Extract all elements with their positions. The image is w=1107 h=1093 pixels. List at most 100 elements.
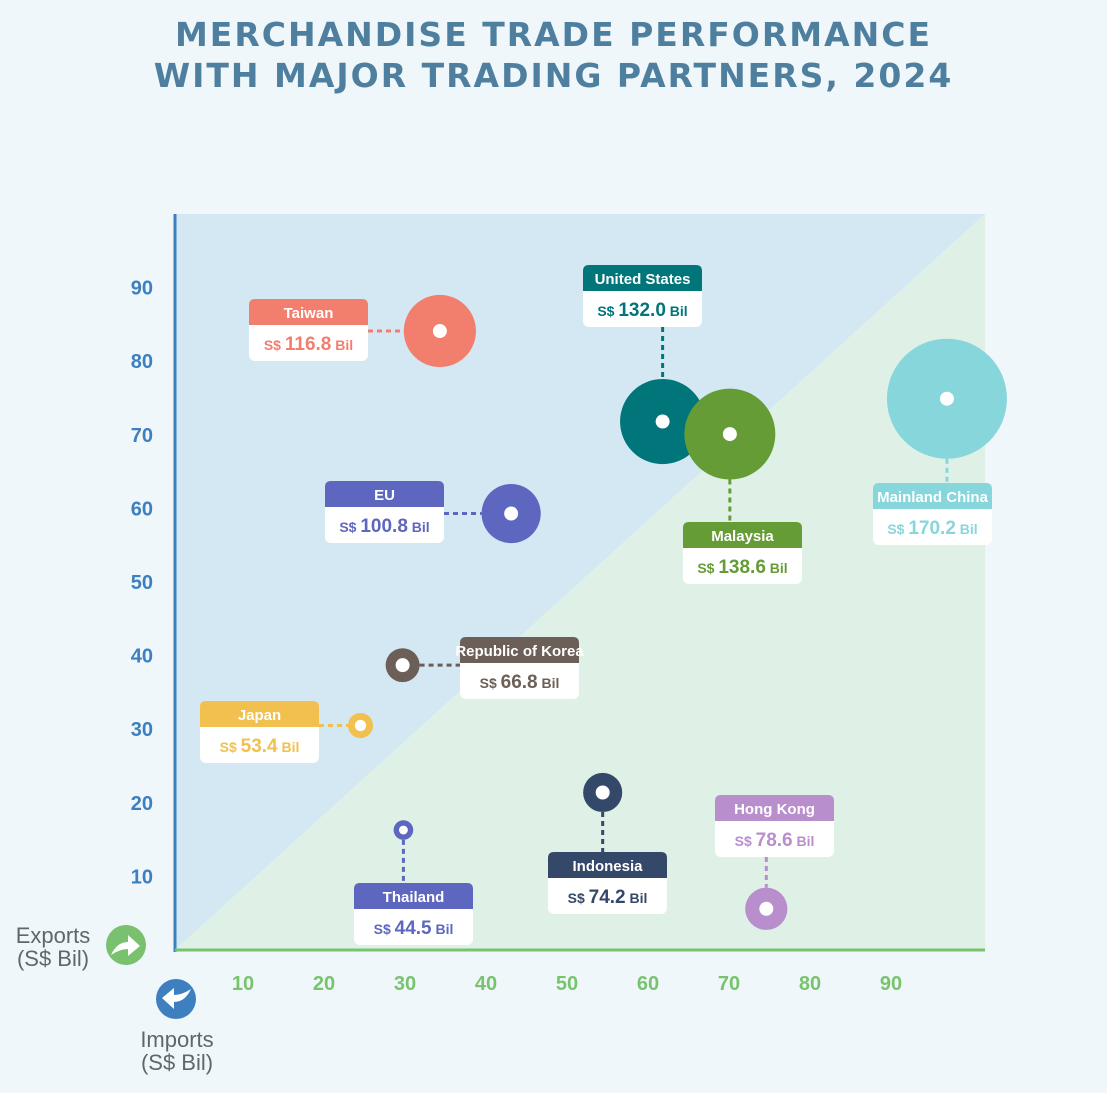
card-value-suffix: Bil [956,521,978,537]
card-value-prefix: S$ [264,337,285,353]
card-name: Malaysia [711,528,774,545]
card-indonesia: Indonesia S$ 74.2 Bil [548,852,667,914]
x-tick-label: 90 [880,973,902,995]
y-tick-label: 90 [131,278,153,300]
bubble-center-eu [504,506,519,521]
card-name: Hong Kong [734,801,815,818]
card-value-number: 170.2 [908,518,956,539]
card-value-prefix: S$ [887,521,908,537]
card-header [354,883,473,909]
card-value: S$ 78.6 Bil [735,830,815,851]
card-value-prefix: S$ [339,519,360,535]
card-header [548,852,667,878]
card-value-prefix: S$ [597,303,618,319]
y-axis-label-line1: Exports [15,923,91,948]
chart-title: MERCHANDISE TRADE PERFORMANCE WITH MAJOR… [0,14,1107,96]
bubble-center-republic-of-korea [395,658,410,673]
x-tick-label: 30 [394,973,416,995]
export-arrow-icon [106,925,146,965]
card-value: S$ 138.6 Bil [697,557,787,578]
card-header [460,637,579,663]
card-value-number: 66.8 [501,672,538,693]
bubble-center-indonesia [595,785,610,800]
card-header [715,795,834,821]
card-value-suffix: Bil [626,890,648,906]
card-header [873,483,992,509]
card-name: Mainland China [877,489,988,506]
bubbles [347,294,1007,930]
card-name: Republic of Korea [455,643,584,660]
card-header [200,701,319,727]
y-tick-label: 60 [131,498,153,520]
card-value: S$ 66.8 Bil [480,672,560,693]
card-republic-of-korea: Republic of Korea S$ 66.8 Bil [455,637,584,699]
import-surplus-region [175,214,985,950]
card-value-suffix: Bil [408,519,430,535]
card-taiwan: Taiwan S$ 116.8 Bil [249,299,368,361]
card-value-suffix: Bil [793,833,815,849]
card-value-prefix: S$ [220,739,241,755]
axis-icons [106,925,196,1019]
y-tick-label: 70 [131,425,153,447]
y-axis-label: Exports (S$ Bil) [4,924,102,970]
card-hong-kong: Hong Kong S$ 78.6 Bil [715,795,834,857]
y-tick-label: 80 [131,351,153,373]
axis-ticks: 10 20 30 40 50 60 70 80 90 10 20 30 40 50 60 70 80 90 [131,278,902,995]
card-value-prefix: S$ [374,921,395,937]
card-value-suffix: Bil [278,739,300,755]
card-name: United States [595,271,691,288]
card-value: S$ 116.8 Bil [264,334,353,355]
card-header [325,481,444,507]
import-icon-arrow [162,988,191,1009]
y-tick-label: 20 [131,793,153,815]
y-tick-label: 30 [131,719,153,741]
card-value: S$ 100.8 Bil [339,516,429,537]
card-value: S$ 74.2 Bil [568,887,648,908]
x-tick-label: 10 [232,973,254,995]
card-name: EU [374,487,395,504]
chart-title-line2: WITH MAJOR TRADING PARTNERS, 2024 [153,56,954,95]
bubble-center-mainland-china [939,391,954,406]
card-value-prefix: S$ [735,833,756,849]
card-value-number: 78.6 [756,830,793,851]
card-mainland-china: Mainland China S$ 170.2 Bil [873,483,992,545]
card-malaysia: Malaysia S$ 138.6 Bil [683,522,802,584]
y-axis-label-line2: (S$ Bil) [16,946,90,971]
bubble-center-united-states [655,414,670,429]
bubble-center-japan [354,719,367,732]
card-value: S$ 44.5 Bil [374,918,454,939]
bubble-center-taiwan [432,324,447,339]
partner-cards: Taiwan S$ 116.8 Bil United States S$ 132.0 … [200,265,992,945]
chart-title-line1: MERCHANDISE TRADE PERFORMANCE [174,15,933,54]
x-axis-label: Imports (S$ Bil) [126,1028,228,1074]
x-axis-label-line1: Imports [140,1027,214,1052]
card-value-number: 116.8 [285,334,332,355]
card-japan: Japan S$ 53.4 Bil [200,701,319,763]
card-eu: EU S$ 100.8 Bil [325,481,444,543]
card-thailand: Thailand S$ 44.5 Bil [354,883,473,945]
x-axis-label-line2: (S$ Bil) [140,1050,214,1075]
card-value-suffix: Bil [432,921,454,937]
card-value-number: 74.2 [589,887,626,908]
bubble-center-hong-kong [759,901,774,916]
card-value-suffix: Bil [766,560,788,576]
card-value-suffix: Bil [331,337,353,353]
x-tick-label: 80 [799,973,821,995]
card-name: Taiwan [284,305,334,322]
card-value: S$ 170.2 Bil [887,518,977,539]
import-arrow-icon [156,979,196,1019]
card-name: Japan [238,707,281,724]
card-value-number: 53.4 [241,736,278,757]
card-header [583,265,702,291]
bubble-center-malaysia [722,427,737,442]
trade-balance-regions [175,214,985,950]
label-connectors [319,327,949,888]
card-value-number: 132.0 [618,300,666,321]
x-tick-label: 70 [718,973,740,995]
card-name: Thailand [383,889,445,906]
card-value-suffix: Bil [666,303,688,319]
x-tick-label: 60 [637,973,659,995]
x-tick-label: 20 [313,973,335,995]
card-value: S$ 132.0 Bil [597,300,687,321]
card-header [249,299,368,325]
